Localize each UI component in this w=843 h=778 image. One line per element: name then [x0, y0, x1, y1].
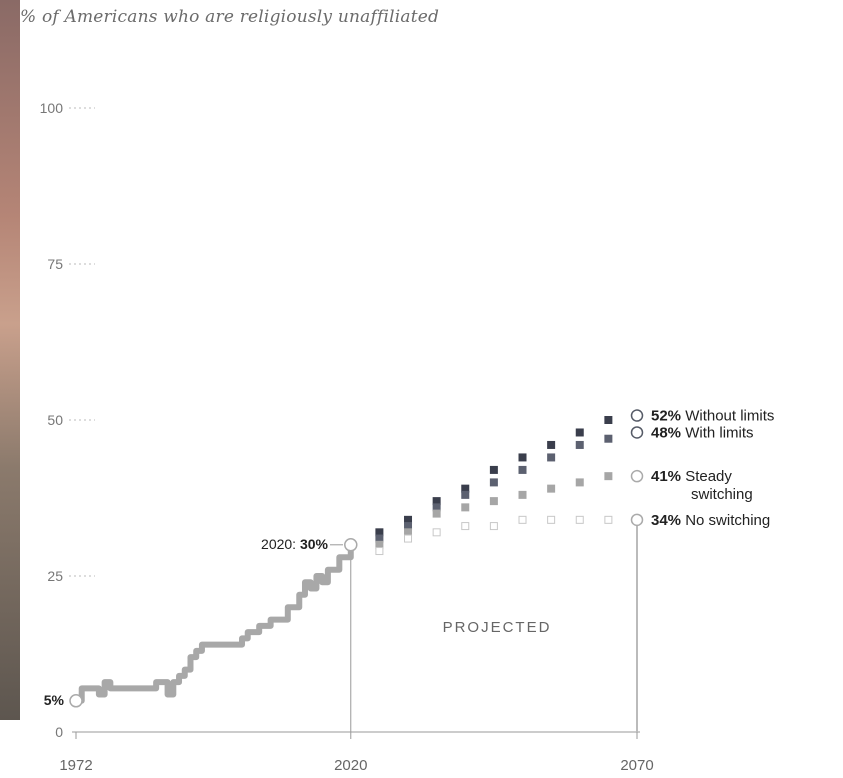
series-end-label: 48% With limits	[651, 424, 754, 441]
projection-point	[489, 497, 498, 506]
series-end-marker	[630, 426, 644, 439]
projection-point	[575, 428, 584, 437]
projection-point	[518, 453, 527, 462]
series-end-label: 41% Steady switching	[651, 468, 753, 503]
x-tick-label: 2020	[334, 757, 367, 774]
y-axis: 0 25 50 75 100	[40, 100, 640, 740]
series-end-marker	[630, 409, 644, 422]
projection-point	[489, 522, 498, 531]
projection-point	[461, 503, 470, 512]
history-series: 5% 2020: 30%	[44, 536, 358, 708]
projection-point	[575, 515, 584, 524]
projection-point	[518, 515, 527, 524]
current-value-label: 2020: 30%	[261, 536, 329, 552]
y-tick-label: 100	[40, 100, 64, 116]
projection-point	[461, 522, 470, 531]
projection-point	[604, 434, 613, 443]
projection-point	[547, 484, 556, 493]
x-tick-label: 2070	[620, 757, 653, 774]
history-line	[73, 541, 354, 704]
x-axis: 1972 2020 2070	[59, 732, 654, 774]
series-end-label: 52% Without limits	[651, 408, 774, 425]
y-tick-label: 25	[47, 568, 63, 584]
series-end-label: 34% No switching	[651, 512, 770, 529]
start-value-label: 5%	[44, 692, 65, 708]
projection-point	[489, 465, 498, 474]
projection-point	[432, 509, 441, 518]
history-end-point	[344, 538, 358, 552]
projection-point	[575, 440, 584, 449]
chart-subtitle: % of Americans who are religiously unaff…	[20, 7, 440, 27]
y-tick-label: 50	[47, 412, 63, 428]
projection-point	[547, 453, 556, 462]
projection-point	[404, 534, 413, 543]
projection-point	[518, 465, 527, 474]
y-tick-label: 75	[47, 256, 63, 272]
projection-point	[604, 416, 613, 424]
projection-point	[604, 472, 613, 481]
projection-point	[375, 547, 384, 556]
projection-point	[604, 515, 613, 524]
projection-point	[575, 478, 584, 487]
series-end-marker	[630, 469, 644, 483]
x-tick-label: 1972	[59, 757, 92, 774]
projection-point	[461, 490, 470, 499]
projection-point	[489, 478, 498, 487]
projection-point	[432, 528, 441, 537]
projection-series	[375, 416, 613, 556]
history-start-point	[69, 694, 83, 708]
y-tick-label: 0	[55, 724, 63, 740]
guide-lines	[350, 525, 638, 732]
projection-point	[518, 490, 527, 499]
series-end-marker	[630, 513, 644, 527]
projected-label: PROJECTED	[443, 619, 552, 636]
background-photo-edge	[0, 0, 20, 720]
projection-point	[547, 515, 556, 524]
projection-point	[547, 440, 556, 449]
